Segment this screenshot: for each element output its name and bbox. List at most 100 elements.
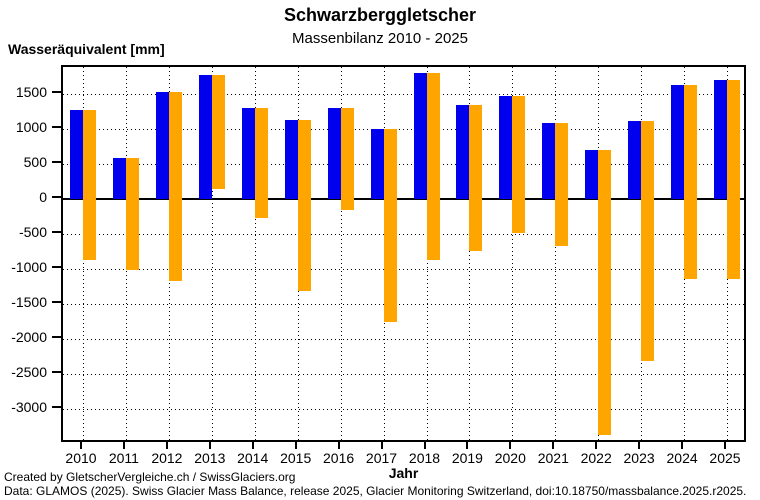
y-tick-label: -500 [18,223,47,240]
plot-area [61,65,746,442]
y-gridline [63,93,744,95]
x-tick-mark [208,442,211,449]
y-tick-label: 1500 [15,83,47,100]
x-tick-label: 2011 [108,450,139,466]
x-tick-label: 2020 [494,450,526,466]
y-tick-mark [52,265,61,268]
y-tick-label: -1500 [11,293,47,310]
x-tick-label: 2016 [323,450,355,466]
bar-annual-2015 [297,119,311,291]
y-tick-mark [52,406,61,408]
x-tick-mark [724,442,726,449]
bar-annual-2025 [727,79,740,280]
chart-title: Schwarzberggletscher [283,5,477,25]
x-gridline [469,67,471,440]
bar-annual-2018 [426,73,440,261]
x-tick-label: 2015 [280,450,312,466]
bar-winter-2018 [413,73,427,199]
zero-gridline [63,197,744,200]
x-tick-mark [681,442,684,449]
y-gridline [63,409,744,410]
y-tick-label: 1000 [15,118,47,135]
y-gridline [63,303,744,305]
x-tick-mark [509,442,512,449]
x-tick-label: 2023 [623,450,655,466]
bar-winter-2022 [585,149,599,199]
bar-annual-2014 [254,107,268,219]
x-tick-mark [294,442,297,449]
y-gridline [63,338,744,340]
y-tick-mark [52,125,61,128]
bar-winter-2012 [155,91,169,199]
y-tick-mark [52,195,61,198]
x-tick-label: 2010 [65,450,97,466]
y-tick-mark [52,335,61,338]
x-tick-mark [165,442,168,449]
x-tick-mark [423,442,426,449]
bar-annual-2017 [383,128,397,323]
bar-winter-2023 [628,121,642,199]
x-gridline [340,67,342,440]
data-source-text: Data: GLAMOS (2025). Swiss Glacier Mass … [4,484,747,498]
y-tick-mark [52,300,61,303]
bar-winter-2021 [542,123,556,199]
y-gridline [63,163,744,165]
x-tick-label: 2022 [580,450,612,466]
x-tick-mark [80,442,82,449]
bar-annual-2013 [211,74,225,189]
bar-winter-2019 [456,104,470,199]
bar-annual-2019 [469,104,483,252]
bar-winter-2014 [241,107,255,199]
x-gridline [512,67,514,440]
y-gridline [63,233,744,235]
bar-winter-2020 [499,95,513,199]
bar-winter-2013 [198,74,212,199]
y-gridline [63,128,744,130]
x-tick-label: 2025 [709,450,741,466]
x-tick-mark [466,442,469,449]
bar-annual-2024 [684,85,698,279]
x-tick-label: 2019 [451,450,483,466]
y-tick-mark [52,160,61,163]
y-tick-label: -2500 [11,363,47,380]
y-tick-label: -2000 [11,328,47,345]
y-tick-label: 0 [39,188,47,205]
bar-annual-2016 [340,107,354,210]
y-tick-label: -1000 [11,258,47,275]
bar-annual-2020 [512,95,526,233]
x-tick-mark [552,442,555,449]
x-tick-mark [337,442,340,449]
x-gridline [254,67,256,440]
y-tick-label: 500 [23,153,47,170]
bar-annual-2012 [168,91,182,281]
bar-winter-2011 [112,158,126,199]
x-tick-label: 2014 [237,450,269,466]
x-tick-label: 2021 [537,450,569,466]
y-tick-mark [52,90,61,93]
x-tick-mark [638,442,641,449]
bar-winter-2016 [327,107,341,199]
x-gridline [211,67,213,440]
x-gridline [555,67,557,440]
x-tick-label: 2024 [666,450,698,466]
bar-winter-2024 [671,85,685,199]
x-axis-label: Jahr [388,465,419,481]
x-tick-label: 2017 [365,450,398,466]
bar-annual-2022 [598,149,612,435]
x-tick-mark [595,442,598,449]
y-axis-label: Wasseräquivalent [mm] [8,41,165,57]
bar-winter-2025 [714,79,727,199]
bar-annual-2023 [641,121,655,362]
y-gridline [63,373,744,375]
bar-winter-2010 [70,110,83,199]
x-tick-mark [122,442,125,449]
x-tick-label: 2013 [194,450,226,466]
x-tick-mark [380,442,383,449]
bar-annual-2010 [83,110,96,260]
bar-winter-2015 [284,119,298,199]
y-gridline [63,268,744,270]
bar-winter-2017 [370,128,384,199]
y-tick-mark [52,230,61,233]
chart-subtitle: Massenbilanz 2010 - 2025 [292,30,468,47]
